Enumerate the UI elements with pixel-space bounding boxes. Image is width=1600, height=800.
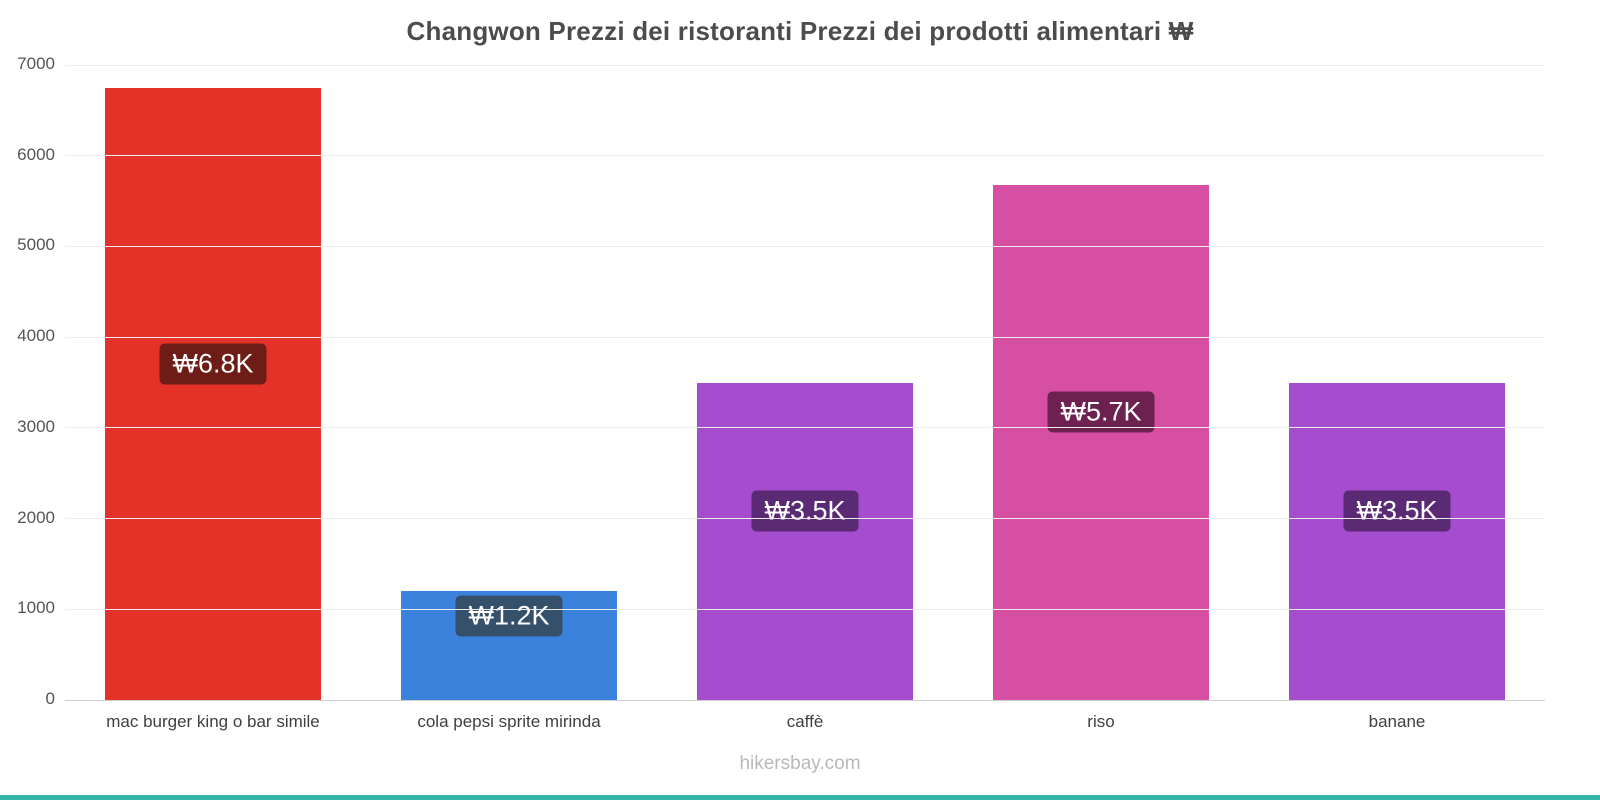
bar-value-badge: ₩3.5K <box>751 490 859 532</box>
bar-slot: ₩6.8K <box>65 65 361 700</box>
y-axis-tick-label: 0 <box>45 689 55 708</box>
bar[interactable]: ₩3.5K <box>696 382 914 700</box>
gridline <box>65 608 1545 610</box>
x-axis-line <box>65 699 1545 701</box>
plot-area: ₩6.8K ₩1.2K ₩3.5K ₩5.7K ₩3.5K 0 1000 2000 3… <box>17 54 1545 708</box>
bar[interactable]: ₩1.2K <box>400 591 618 700</box>
chart-title: Changwon Prezzi dei ristoranti Prezzi de… <box>406 16 1194 46</box>
gridline <box>65 155 1545 157</box>
bar[interactable]: ₩3.5K <box>1288 382 1506 700</box>
y-axis-tick-label: 3000 <box>17 416 55 436</box>
bar-value-badge: ₩1.2K <box>455 595 563 637</box>
bar-value-badge: ₩5.7K <box>1047 391 1155 433</box>
bar[interactable]: ₩6.8K <box>104 87 322 700</box>
bottom-accent-strip <box>0 795 1600 800</box>
x-axis-category-label: banane <box>1368 712 1426 731</box>
bar[interactable]: ₩5.7K <box>992 184 1210 700</box>
y-axis-tick-label: 6000 <box>17 144 55 164</box>
y-axis-tick-label: 4000 <box>17 326 55 346</box>
bar-slot: ₩3.5K <box>657 65 953 700</box>
gridline <box>65 518 1545 520</box>
gridline <box>65 245 1545 247</box>
bar-value-badge: ₩3.5K <box>1343 490 1451 532</box>
y-axis-tick-label: 2000 <box>17 507 55 527</box>
y-axis-tick-label: 1000 <box>17 598 55 618</box>
gridline <box>65 336 1545 338</box>
bar-value-badge: ₩6.8K <box>159 343 267 385</box>
x-axis-category-label: caffè <box>786 712 824 731</box>
bar-slot: ₩1.2K <box>361 65 657 700</box>
bar-slot: ₩5.7K <box>953 65 1249 700</box>
gridline <box>65 427 1545 429</box>
x-axis-category-label: mac burger king o bar simile <box>106 712 320 731</box>
x-axis-category-label: cola pepsi sprite mirinda <box>417 712 601 731</box>
y-axis-tick-label: 5000 <box>17 235 55 255</box>
watermark-text: hikersbay.com <box>739 753 861 774</box>
bar-slot: ₩3.5K <box>1249 65 1545 700</box>
x-axis-category-label: riso <box>1087 712 1115 731</box>
bars-row: ₩6.8K ₩1.2K ₩3.5K ₩5.7K ₩3.5K <box>65 65 1545 700</box>
y-axis-tick-label: 7000 <box>17 54 55 73</box>
gridline <box>65 64 1545 66</box>
x-axis-labels: mac burger king o bar simile cola pepsi … <box>65 712 1545 732</box>
